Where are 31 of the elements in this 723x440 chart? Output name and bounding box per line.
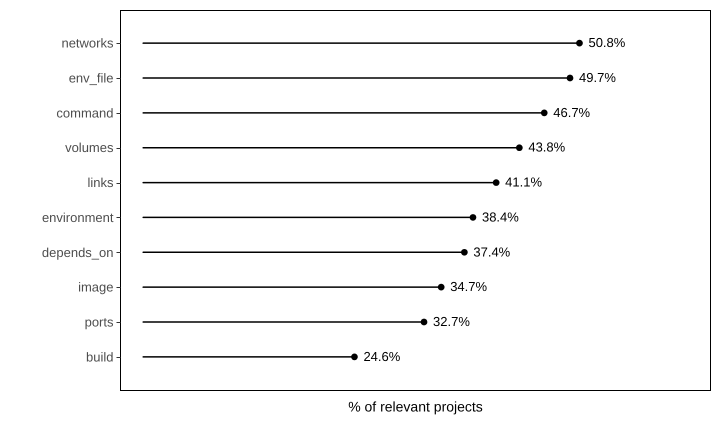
y-tick-label: depends_on <box>42 244 114 260</box>
point <box>470 214 476 221</box>
data-label: 43.8% <box>528 140 566 155</box>
data-label: 49.7% <box>579 70 616 85</box>
data-label: 41.1% <box>505 174 542 190</box>
point <box>540 109 548 116</box>
point <box>351 354 358 360</box>
y-tick-label: volumes <box>65 140 114 156</box>
point <box>438 284 445 291</box>
point <box>492 179 500 186</box>
data-label: 24.6% <box>363 348 401 364</box>
data-label: 50.8% <box>588 35 626 50</box>
x-axis-title: % of relevant projects <box>348 398 483 414</box>
data-label: 34.7% <box>450 279 488 294</box>
y-tick-label: env_file <box>68 70 114 86</box>
y-tick-label: environment <box>42 210 114 225</box>
data-label: 38.4% <box>482 209 520 224</box>
data-label: 46.7% <box>553 104 591 120</box>
y-tick-label: ports <box>84 314 114 330</box>
point <box>461 248 468 256</box>
point <box>420 318 428 326</box>
data-label: 32.7% <box>433 314 470 330</box>
y-tick-label: links <box>87 175 114 190</box>
y-tick-label: image <box>78 280 114 295</box>
point <box>576 40 583 46</box>
point <box>516 144 523 152</box>
y-tick-label: build <box>86 349 114 364</box>
y-tick-label: networks <box>61 36 114 51</box>
data-label: 37.4% <box>473 244 511 260</box>
point <box>566 74 574 82</box>
y-tick-label: command <box>56 105 114 120</box>
